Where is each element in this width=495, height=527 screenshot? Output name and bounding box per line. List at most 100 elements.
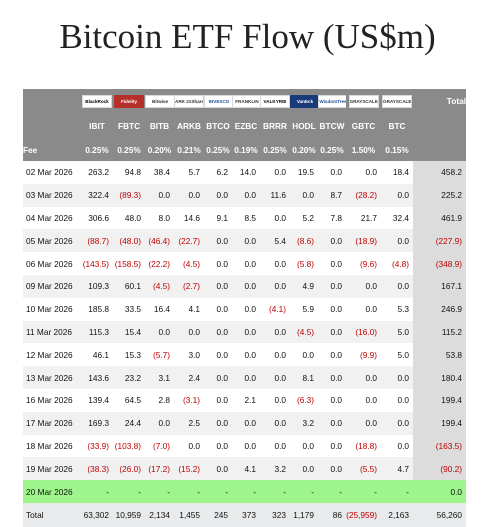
row-date: 20 Mar 2026 — [23, 480, 81, 503]
flow-cell-btc: 0.0 — [381, 434, 413, 458]
row-total: 180.4 — [413, 366, 466, 389]
flow-cell-btco: 9.1 — [204, 206, 232, 230]
flow-cell-bitb: (4.5) — [145, 274, 174, 298]
flow-cell-hodl: 3.2 — [290, 411, 318, 435]
flow-cell-bitb: (7.0) — [145, 434, 174, 458]
flow-cell-bitb: 0.0 — [145, 320, 174, 344]
row-date: 03 Mar 2026 — [23, 183, 81, 207]
flow-cell-gbtc: (5.5) — [346, 457, 381, 481]
flow-cell-gbtc: (9.9) — [346, 343, 381, 367]
ticker-gbtc: GBTC — [346, 113, 381, 138]
row-total: (90.2) — [413, 457, 466, 481]
row-total: 199.4 — [413, 388, 466, 412]
flow-cell-btc: 0.0 — [381, 229, 413, 253]
row-total: 115.2 — [413, 320, 466, 344]
table-row: 17 Mar 2026 169.3 24.4 0.0 2.5 0.0 0.0 0.0 3.2 0.… — [23, 411, 466, 435]
flow-cell-bitb: 0.0 — [145, 183, 174, 207]
flow-cell-ibit: 115.3 — [81, 320, 113, 344]
flow-cell-btco: 0.0 — [204, 183, 232, 207]
ticker-ezbc: EZBC — [232, 113, 260, 138]
flow-cell-gbtc: 0.0 — [346, 274, 381, 298]
fee-label: Fee — [23, 138, 81, 161]
flow-cell-ezbc: 8.5 — [232, 206, 260, 230]
flow-cell-ibit: (88.7) — [81, 229, 113, 253]
table-row: 02 Mar 2026 263.2 94.8 38.4 5.7 6.2 14.0 0.0 19.… — [23, 161, 466, 184]
fee-btco: 0.25% — [204, 138, 232, 161]
flow-cell-btc: 0.0 — [381, 366, 413, 389]
row-total: (227.9) — [413, 229, 466, 253]
flow-cell-bitb: (22.2) — [145, 252, 174, 275]
flow-cell-gbtc: 0.0 — [346, 366, 381, 389]
flow-cell-ezbc: 0.0 — [232, 434, 260, 458]
row-date: 04 Mar 2026 — [23, 206, 81, 230]
row-date: 13 Mar 2026 — [23, 366, 81, 389]
flow-cell-btc: 5.3 — [381, 297, 413, 321]
flow-cell-btco: 0.0 — [204, 366, 232, 389]
flow-cell-hodl: (6.3) — [290, 388, 318, 412]
row-date: 19 Mar 2026 — [23, 457, 81, 481]
flow-cell-btcw: 0.0 — [318, 343, 346, 367]
flow-cell-hodl: (8.6) — [290, 229, 318, 253]
flow-cell-hodl: 0.0 — [290, 343, 318, 367]
table-row: 13 Mar 2026 143.6 23.2 3.1 2.4 0.0 0.0 0.0 8.1 0.… — [23, 366, 466, 389]
fee-bitb: 0.20% — [145, 138, 174, 161]
valkyrie-logo: VALKYRIE — [260, 94, 290, 108]
flow-cell-hodl: 0.0 — [290, 183, 318, 207]
row-date: 06 Mar 2026 — [23, 252, 81, 275]
flow-cell-ezbc: - — [232, 480, 260, 503]
total-arkb: 1,455 — [174, 502, 204, 527]
flow-cell-brrr: 0.0 — [260, 274, 290, 298]
flow-cell-ezbc: 0.0 — [232, 252, 260, 275]
total-gbtc: (25,959) — [346, 502, 381, 527]
ticker-brrr: BRRR — [260, 113, 290, 138]
table-row: 03 Mar 2026 322.4 (89.3) 0.0 0.0 0.0 0.0 11.6 0.… — [23, 183, 466, 207]
flow-cell-btco: 0.0 — [204, 434, 232, 458]
flow-cell-ezbc: 0.0 — [232, 320, 260, 344]
flow-cell-arkb: (4.5) — [174, 252, 204, 275]
flow-cell-btcw: 7.8 — [318, 206, 346, 230]
row-date: 16 Mar 2026 — [23, 388, 81, 412]
flow-cell-bitb: 0.0 — [145, 411, 174, 435]
ark-21shares-logo: ARK 21Shares — [174, 94, 204, 108]
flow-cell-brrr: 0.0 — [260, 388, 290, 412]
fee-btcw: 0.25% — [318, 138, 346, 161]
flow-rows: 02 Mar 2026 263.2 94.8 38.4 5.7 6.2 14.0 0.0 19.… — [23, 161, 466, 503]
flow-cell-btc: 0.0 — [381, 388, 413, 412]
flow-cell-ezbc: 14.0 — [232, 161, 260, 184]
flow-cell-hodl: 4.9 — [290, 274, 318, 298]
flow-cell-hodl: (5.8) — [290, 252, 318, 275]
flow-cell-ibit: 306.6 — [81, 206, 113, 230]
flow-cell-bitb: 38.4 — [145, 161, 174, 184]
fee-brrr: 0.25% — [260, 138, 290, 161]
totals-label: Total — [23, 502, 81, 527]
table-row: 06 Mar 2026 (143.5) (158.5) (22.2) (4.5) 0.0 0… — [23, 252, 466, 275]
flow-cell-btco: 0.0 — [204, 343, 232, 367]
row-date: 09 Mar 2026 — [23, 274, 81, 298]
total-btco: 245 — [204, 502, 232, 527]
flow-cell-fbtc: (89.3) — [113, 183, 145, 207]
flow-cell-bitb: - — [145, 480, 174, 503]
flow-cell-ibit: - — [81, 480, 113, 503]
ticker-total-empty — [413, 113, 466, 138]
grayscale-btc-logo: GRAYSCALE — [382, 94, 412, 108]
bitwise-logo: Bitwise — [145, 94, 174, 108]
flow-cell-brrr: (4.1) — [260, 297, 290, 321]
row-date: 17 Mar 2026 — [23, 411, 81, 435]
flow-cell-btco: 0.0 — [204, 252, 232, 275]
flow-cell-arkb: (15.2) — [174, 457, 204, 481]
flow-cell-hodl: 0.0 — [290, 434, 318, 458]
flow-cell-ibit: 46.1 — [81, 343, 113, 367]
flow-cell-hodl: - — [290, 480, 318, 503]
flow-cell-btcw: 0.0 — [318, 320, 346, 344]
flow-cell-arkb: 0.0 — [174, 434, 204, 458]
table-row: 16 Mar 2026 139.4 64.5 2.8 (3.1) 0.0 2.1 0.0 (6.… — [23, 388, 466, 412]
flow-cell-fbtc: 60.1 — [113, 274, 145, 298]
flow-cell-btc: (4.8) — [381, 252, 413, 275]
flow-cell-arkb: 0.0 — [174, 183, 204, 207]
flow-cell-bitb: (46.4) — [145, 229, 174, 253]
total-btc: 2,163 — [381, 502, 413, 527]
flow-cell-btcw: 0.0 — [318, 252, 346, 275]
flow-cell-hodl: 5.2 — [290, 206, 318, 230]
flow-cell-ibit: 185.8 — [81, 297, 113, 321]
row-date: 10 Mar 2026 — [23, 297, 81, 321]
